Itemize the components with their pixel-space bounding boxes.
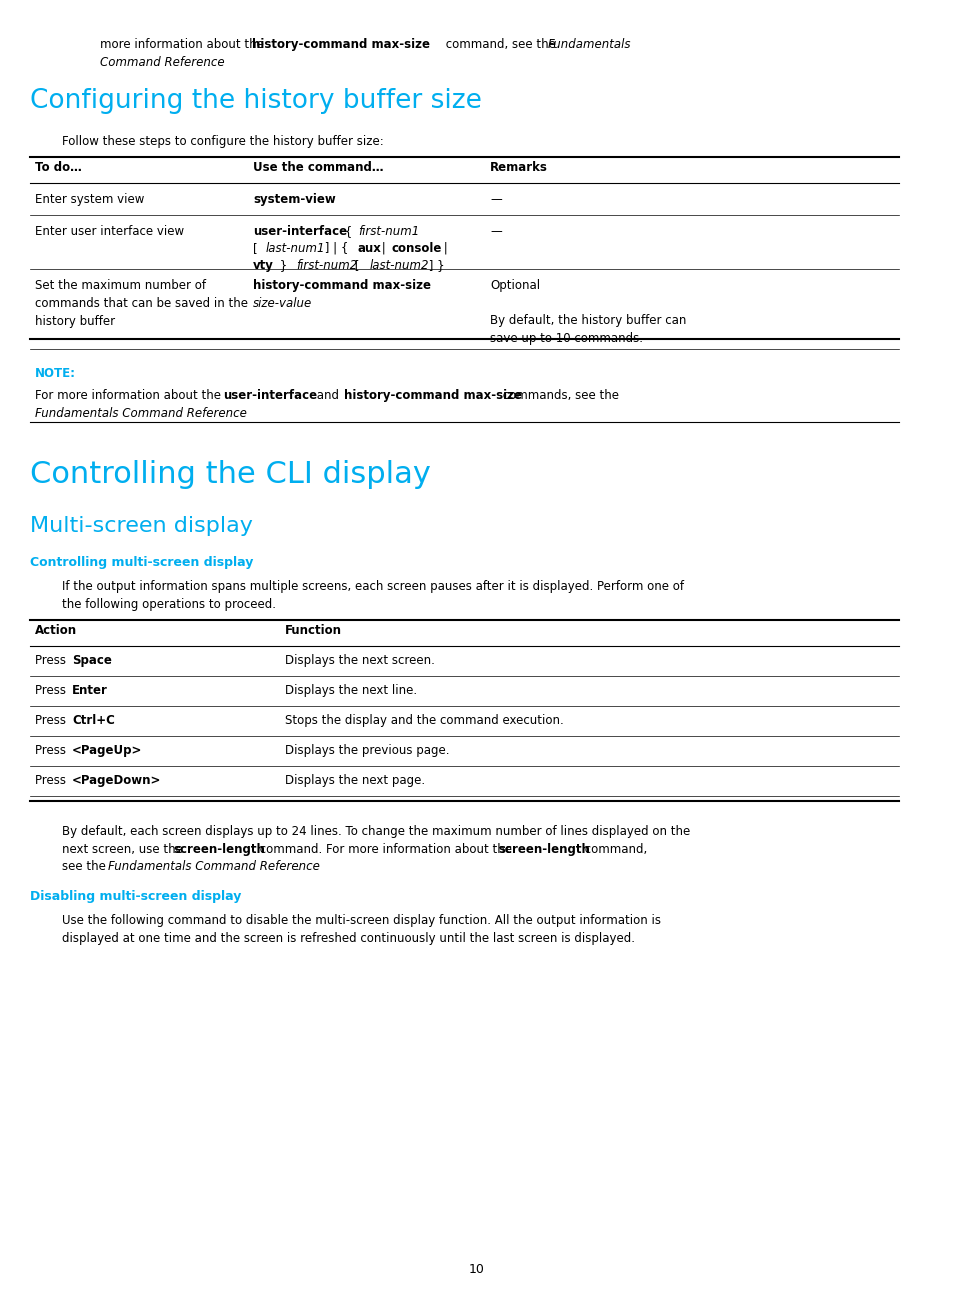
Text: Fundamentals Command Reference: Fundamentals Command Reference	[108, 861, 319, 874]
Text: vty: vty	[253, 259, 274, 272]
Text: last-num2: last-num2	[370, 259, 429, 272]
Text: Disabling multi-screen display: Disabling multi-screen display	[30, 890, 241, 903]
Text: Enter system view: Enter system view	[35, 193, 144, 206]
Text: more information about the: more information about the	[100, 38, 268, 51]
Text: history-command max-size: history-command max-size	[252, 38, 430, 51]
Text: screen-length: screen-length	[497, 842, 589, 855]
Text: ] | {: ] | {	[320, 242, 352, 255]
Text: user-interface: user-interface	[253, 226, 347, 238]
Text: Controlling multi-screen display: Controlling multi-screen display	[30, 556, 253, 569]
Text: <PageUp>: <PageUp>	[71, 744, 142, 757]
Text: Configuring the history buffer size: Configuring the history buffer size	[30, 88, 481, 114]
Text: Set the maximum number of
commands that can be saved in the
history buffer: Set the maximum number of commands that …	[35, 279, 248, 328]
Text: Press: Press	[35, 744, 70, 757]
Text: see the: see the	[62, 861, 110, 874]
Text: command,: command,	[580, 842, 646, 855]
Text: —: —	[490, 193, 501, 206]
Text: By default, the history buffer can
save up to 10 commands.: By default, the history buffer can save …	[490, 314, 685, 345]
Text: Stops the display and the command execution.: Stops the display and the command execut…	[285, 714, 563, 727]
Text: Fundamentals: Fundamentals	[547, 38, 631, 51]
Text: Function: Function	[285, 623, 341, 638]
Text: Displays the previous page.: Displays the previous page.	[285, 744, 449, 757]
Text: Press: Press	[35, 714, 70, 727]
Text: To do…: To do…	[35, 161, 82, 174]
Text: aux: aux	[357, 242, 381, 255]
Text: Follow these steps to configure the history buffer size:: Follow these steps to configure the hist…	[62, 135, 383, 148]
Text: Optional: Optional	[490, 279, 539, 292]
Text: last-num1: last-num1	[266, 242, 325, 255]
Text: Enter: Enter	[71, 684, 108, 697]
Text: command, see the: command, see the	[441, 38, 559, 51]
Text: .: .	[207, 56, 211, 69]
Text: If the output information spans multiple screens, each screen pauses after it is: If the output information spans multiple…	[62, 581, 683, 610]
Text: NOTE:: NOTE:	[35, 367, 76, 380]
Text: Use the following command to disable the multi-screen display function. All the : Use the following command to disable the…	[62, 914, 660, 945]
Text: 10: 10	[469, 1264, 484, 1277]
Text: Displays the next screen.: Displays the next screen.	[285, 654, 435, 667]
Text: ] }: ] }	[424, 259, 444, 272]
Text: Remarks: Remarks	[490, 161, 547, 174]
Text: Displays the next page.: Displays the next page.	[285, 774, 425, 787]
Text: .: .	[295, 861, 299, 874]
Text: [: [	[253, 242, 261, 255]
Text: first-num1: first-num1	[357, 226, 418, 238]
Text: Space: Space	[71, 654, 112, 667]
Text: user-interface: user-interface	[223, 389, 316, 402]
Text: command. For more information about the: command. For more information about the	[255, 842, 516, 855]
Text: and: and	[313, 389, 342, 402]
Text: {: {	[340, 226, 355, 238]
Text: Command Reference: Command Reference	[100, 56, 224, 69]
Text: —: —	[490, 226, 501, 238]
Text: system-view: system-view	[253, 193, 335, 206]
Text: Fundamentals Command Reference: Fundamentals Command Reference	[35, 407, 247, 420]
Text: For more information about the: For more information about the	[35, 389, 225, 402]
Text: Use the command…: Use the command…	[253, 161, 383, 174]
Text: Controlling the CLI display: Controlling the CLI display	[30, 460, 431, 489]
Text: size-value: size-value	[253, 297, 312, 310]
Text: By default, each screen displays up to 24 lines. To change the maximum number of: By default, each screen displays up to 2…	[62, 826, 690, 855]
Text: Press: Press	[35, 774, 70, 787]
Text: Action: Action	[35, 623, 77, 638]
Text: Press: Press	[35, 654, 70, 667]
Text: Displays the next line.: Displays the next line.	[285, 684, 416, 697]
Text: Enter user interface view: Enter user interface view	[35, 226, 184, 238]
Text: Press: Press	[35, 684, 70, 697]
Text: .: .	[220, 407, 224, 420]
Text: |: |	[377, 242, 389, 255]
Text: }: }	[275, 259, 291, 272]
Text: Multi-screen display: Multi-screen display	[30, 516, 253, 537]
Text: <PageDown>: <PageDown>	[71, 774, 161, 787]
Text: commands, see the: commands, see the	[498, 389, 618, 402]
Text: screen-length: screen-length	[172, 842, 265, 855]
Text: history-command max-size: history-command max-size	[344, 389, 521, 402]
Text: first-num2: first-num2	[295, 259, 356, 272]
Text: console: console	[392, 242, 442, 255]
Text: history-command max-size: history-command max-size	[253, 279, 431, 292]
Text: [: [	[351, 259, 363, 272]
Text: |: |	[439, 242, 447, 255]
Text: Ctrl+C: Ctrl+C	[71, 714, 114, 727]
